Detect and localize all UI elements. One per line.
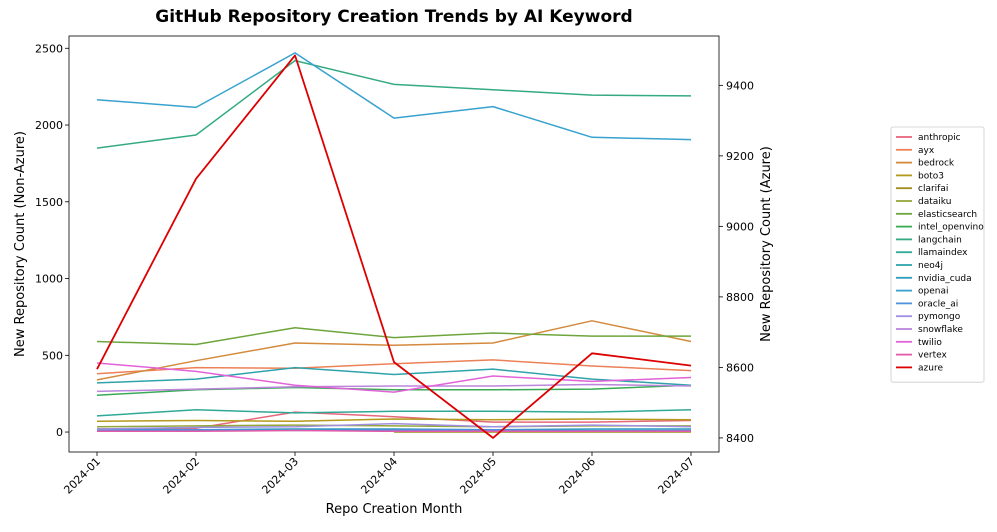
series-line-anthropic xyxy=(96,411,692,430)
series-line-langchain xyxy=(96,59,692,149)
series-line-ayx xyxy=(96,359,692,375)
legend-label: intel_openvino xyxy=(918,223,984,233)
series-line-dataiku xyxy=(96,424,691,428)
legend-label: snowflake xyxy=(918,325,963,335)
legend-label: elasticsearch xyxy=(918,210,977,220)
y-tick-label-right: 8600 xyxy=(726,361,754,374)
legend-label: boto3 xyxy=(918,171,944,181)
legend-label: llamaindex xyxy=(918,248,968,258)
series-line-pymongo xyxy=(96,422,692,430)
series-line-twilio xyxy=(96,362,692,393)
legend-label: bedrock xyxy=(918,159,955,169)
y-tick-label-right: 8800 xyxy=(726,291,754,304)
series-line-boto3 xyxy=(96,418,692,423)
plot-area: 0 500 1000 1500 2000 2500 8400 8600 8800 9000 9200… xyxy=(35,35,754,497)
x-axis-title: Repo Creation Month xyxy=(326,502,463,517)
y-tick-label-right: 9200 xyxy=(726,150,754,163)
series-line-snowflake xyxy=(96,383,692,393)
series-line-openai xyxy=(96,52,692,141)
legend-label: nvidia_cuda xyxy=(918,274,972,284)
legend-label: azure xyxy=(918,363,943,373)
y-tick-label-right: 9000 xyxy=(726,220,754,233)
chart-title: GitHub Repository Creation Trends by AI … xyxy=(155,7,632,27)
x-tick-label: 2024-02 xyxy=(160,455,202,497)
legend-label: dataiku xyxy=(918,197,951,207)
y-tick-label-right: 8400 xyxy=(726,432,754,445)
series-line-bedrock xyxy=(96,320,692,381)
legend-label: openai xyxy=(918,287,948,297)
y-tick-label-right: 9400 xyxy=(726,79,754,92)
series-line-llamaindex xyxy=(96,409,692,417)
legend-label: neo4j xyxy=(918,261,943,271)
series-line-oracle-ai xyxy=(96,428,691,432)
legend-label: vertex xyxy=(918,351,947,361)
legend-label: clarifai xyxy=(918,184,948,194)
x-tick-label: 2024-01 xyxy=(61,455,103,497)
series-line-azure xyxy=(96,54,692,439)
y-tick-label-left: 0 xyxy=(56,426,63,439)
legend-label: twilio xyxy=(918,338,942,348)
legend: anthropic ayx bedrock boto3 clarifai dataiku e… xyxy=(890,126,985,383)
y-axis-title-left: New Repository Count (Non-Azure) xyxy=(13,131,28,357)
x-tick-label: 2024-07 xyxy=(655,455,697,497)
series-line-elasticsearch xyxy=(96,326,691,346)
x-tick-label: 2024-06 xyxy=(556,455,598,497)
series-line-neo4j xyxy=(96,366,692,386)
legend-label: oracle_ai xyxy=(918,299,958,309)
y-tick-label-left: 500 xyxy=(42,349,63,362)
y-tick-label-left: 1000 xyxy=(35,273,63,286)
y-tick-label-left: 2500 xyxy=(35,42,63,55)
legend-label: langchain xyxy=(918,235,962,245)
y-tick-label-left: 2000 xyxy=(35,119,63,132)
x-tick-label: 2024-05 xyxy=(457,455,499,497)
legend-label: pymongo xyxy=(918,312,961,322)
series-line-vertex xyxy=(97,429,691,433)
y-axis-title-right: New Repository Count (Azure) xyxy=(759,146,774,342)
legend-box xyxy=(890,126,985,383)
x-tick-label: 2024-03 xyxy=(259,455,301,497)
legend-label: ayx xyxy=(918,146,935,156)
legend-label: anthropic xyxy=(918,133,961,143)
y-tick-label-left: 1500 xyxy=(35,196,63,209)
x-tick-label: 2024-04 xyxy=(358,455,400,497)
